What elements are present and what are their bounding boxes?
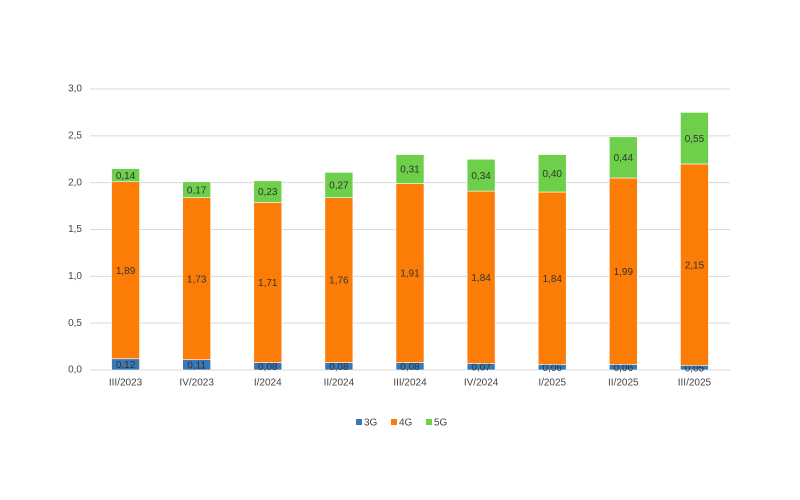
bar-segment bbox=[182, 197, 211, 360]
legend-label: 5G bbox=[434, 418, 448, 429]
x-tick-label: III/2023 bbox=[109, 378, 143, 389]
bar-segment bbox=[466, 158, 496, 192]
legend-label: 3G bbox=[364, 418, 378, 429]
data-label: 1,73 bbox=[187, 274, 207, 285]
data-label: 0,06 bbox=[614, 363, 634, 374]
data-label: 2,15 bbox=[685, 260, 705, 271]
x-tick-label: I/2024 bbox=[254, 378, 282, 389]
data-label: 1,91 bbox=[400, 269, 420, 280]
x-tick-label: II/2024 bbox=[324, 378, 355, 389]
y-tick-label: 1,5 bbox=[68, 224, 82, 235]
bar-segment bbox=[111, 168, 140, 183]
x-tick-label: IV/2024 bbox=[464, 378, 499, 389]
x-tick-label: IV/2023 bbox=[179, 378, 214, 389]
legend-label: 4G bbox=[399, 418, 413, 429]
data-label: 0,08 bbox=[400, 362, 420, 373]
bar-segment bbox=[182, 181, 211, 198]
data-label: 0,05 bbox=[685, 363, 705, 374]
x-tick-label: I/2025 bbox=[538, 378, 566, 389]
data-label: 0,14 bbox=[116, 171, 136, 182]
x-tick-label: III/2025 bbox=[678, 378, 712, 389]
bar-segment bbox=[537, 191, 567, 365]
data-label: 0,27 bbox=[329, 181, 349, 192]
data-label: 1,99 bbox=[614, 267, 634, 278]
data-label: 0,08 bbox=[329, 362, 349, 373]
data-label: 0,11 bbox=[187, 360, 206, 371]
bar-segment bbox=[680, 112, 709, 165]
y-tick-label: 0,5 bbox=[68, 318, 82, 329]
bar-segment bbox=[537, 154, 567, 193]
data-label: 1,76 bbox=[329, 276, 349, 287]
data-label: 0,40 bbox=[542, 169, 562, 180]
y-tick-label: 1,0 bbox=[68, 271, 82, 282]
y-tick-label: 2,5 bbox=[68, 130, 82, 141]
legend-swatch bbox=[391, 419, 397, 425]
y-tick-label: 2,0 bbox=[68, 177, 82, 188]
bar-segment bbox=[680, 163, 709, 366]
data-label: 1,84 bbox=[471, 273, 491, 284]
data-label: 0,34 bbox=[471, 171, 491, 182]
bar-segment bbox=[609, 177, 638, 365]
bar-segment bbox=[609, 136, 638, 179]
data-label: 0,06 bbox=[542, 363, 562, 374]
data-label: 0,31 bbox=[400, 165, 420, 176]
bar-segment bbox=[253, 180, 283, 203]
y-tick-label: 0,0 bbox=[68, 365, 82, 376]
x-tick-label: III/2024 bbox=[393, 378, 427, 389]
y-tick-label: 3,0 bbox=[68, 84, 82, 95]
legend-swatch bbox=[356, 419, 362, 425]
legend-swatch bbox=[426, 419, 432, 425]
bar-segment bbox=[324, 197, 354, 363]
x-tick-label: II/2025 bbox=[608, 378, 639, 389]
data-label: 1,84 bbox=[542, 274, 562, 285]
bar-segment bbox=[395, 183, 425, 363]
data-label: 0,23 bbox=[258, 187, 278, 198]
data-label: 0,08 bbox=[258, 362, 278, 373]
data-label: 0,12 bbox=[116, 360, 136, 371]
bar-segment bbox=[395, 154, 425, 184]
bar-segment bbox=[324, 172, 354, 198]
data-label: 0,17 bbox=[187, 185, 207, 196]
data-label: 0,55 bbox=[685, 134, 705, 145]
data-label: 1,71 bbox=[258, 278, 278, 289]
data-label: 1,89 bbox=[116, 266, 136, 277]
data-label: 0,07 bbox=[471, 362, 491, 373]
data-label: 0,44 bbox=[614, 153, 634, 164]
